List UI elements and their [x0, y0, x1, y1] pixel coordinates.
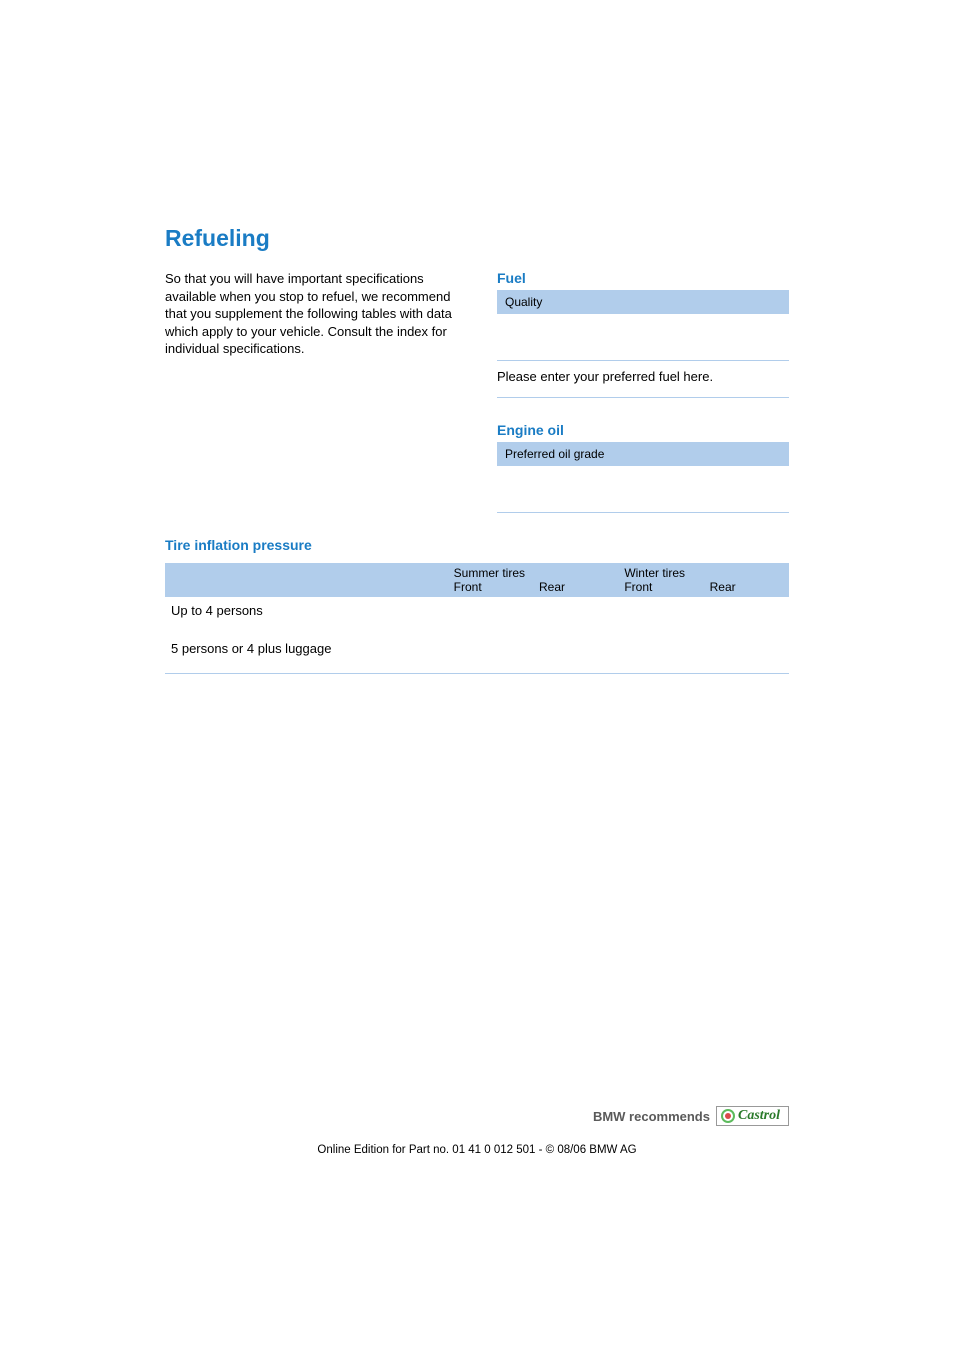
summer-front-label: Front [454, 580, 527, 594]
bmw-recommends-text: BMW recommends [593, 1109, 710, 1124]
tire-row1-label: Up to 4 persons [165, 597, 448, 635]
tire-table: Summer tires Front Rear Winter tires Fro… [165, 563, 789, 673]
castrol-icon [721, 1109, 735, 1123]
summer-tires-label: Summer tires [454, 566, 527, 580]
right-column: Fuel Quality Please enter your preferred… [497, 270, 789, 513]
winter-front-label: Front [624, 580, 697, 594]
footer-edition-line: Online Edition for Part no. 01 41 0 012 … [0, 1144, 954, 1156]
tire-header-winter-rear: Rear [704, 563, 789, 597]
intro-paragraph: So that you will have important specific… [165, 270, 465, 358]
oil-grade-blank [497, 468, 789, 513]
tire-section: Tire inflation pressure Summer tires Fro… [165, 537, 789, 674]
tire-header-row: Summer tires Front Rear Winter tires Fro… [165, 563, 789, 597]
tire-row2-summer-front [448, 635, 533, 673]
summer-rear-label: Rear [539, 580, 612, 594]
tire-row1-winter-rear [704, 597, 789, 635]
tire-row-2: 5 persons or 4 plus luggage [165, 635, 789, 673]
footer-brand: BMW recommends Castrol [593, 1106, 789, 1126]
tire-row1-winter-front [618, 597, 703, 635]
tire-header-summer: Summer tires Front [448, 563, 533, 597]
tire-table-divider [165, 673, 789, 674]
castrol-text: Castrol [738, 1108, 780, 1124]
left-column: So that you will have important specific… [165, 270, 465, 513]
engine-oil-section: Engine oil Preferred oil grade [497, 422, 789, 513]
fuel-heading: Fuel [497, 270, 789, 286]
main-heading: Refueling [165, 225, 789, 252]
tire-row-1: Up to 4 persons [165, 597, 789, 635]
tire-row1-summer-rear [533, 597, 618, 635]
tire-row2-summer-rear [533, 635, 618, 673]
fuel-note-underline [497, 390, 789, 398]
winter-rear-label: Rear [710, 580, 783, 594]
tire-header-empty [165, 563, 448, 597]
engine-oil-heading: Engine oil [497, 422, 789, 438]
page-content: Refueling So that you will have importan… [0, 0, 954, 674]
winter-tires-label: Winter tires [624, 566, 697, 580]
tire-row1-summer-front [448, 597, 533, 635]
tire-header-summer-rear: Rear [533, 563, 618, 597]
two-column-layout: So that you will have important specific… [165, 270, 789, 513]
tire-row2-label: 5 persons or 4 plus luggage [165, 635, 448, 673]
tire-row2-winter-rear [704, 635, 789, 673]
oil-grade-label: Preferred oil grade [497, 442, 789, 466]
fuel-quality-label: Quality [497, 290, 789, 314]
fuel-quality-blank [497, 316, 789, 361]
fuel-note: Please enter your preferred fuel here. [497, 369, 789, 384]
tire-header-winter: Winter tires Front [618, 563, 703, 597]
tire-heading: Tire inflation pressure [165, 537, 789, 553]
castrol-logo: Castrol [716, 1106, 789, 1126]
tire-row2-winter-front [618, 635, 703, 673]
fuel-section: Fuel Quality Please enter your preferred… [497, 270, 789, 398]
